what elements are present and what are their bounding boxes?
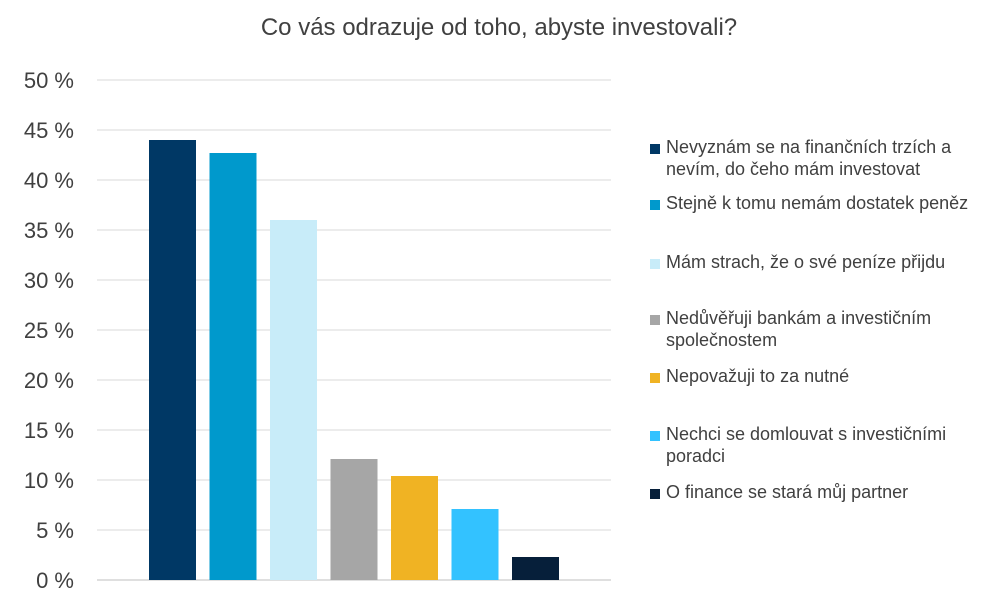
legend-swatch <box>650 200 660 210</box>
legend-label: Mám strach, že o své peníze přijdu <box>666 252 946 272</box>
y-tick-label: 30 % <box>24 268 74 293</box>
legend-label: Stejně k tomu nemám dostatek peněz <box>666 193 969 213</box>
y-tick-label: 10 % <box>24 468 74 493</box>
legend-item: O finance se stará můj partner <box>650 481 976 503</box>
legend-item: Nedůvěřuji bankám a investičním společno… <box>650 307 976 351</box>
bar <box>149 140 196 580</box>
legend-label: Nepovažuji to za nutné <box>666 366 850 386</box>
legend-label: O finance se stará můj partner <box>666 482 909 502</box>
legend-item: Stejně k tomu nemám dostatek peněz <box>650 192 976 214</box>
bar <box>330 459 378 580</box>
y-tick-label: 25 % <box>24 318 74 343</box>
legend-label: Nevyznám se na finančních trzích a nevím… <box>666 137 952 179</box>
legend-swatch <box>650 373 660 383</box>
bar <box>270 220 317 580</box>
legend-label: Nechci se domlouvat s investičními porad… <box>666 424 947 466</box>
legend-item: Nevyznám se na finančních trzích a nevím… <box>650 136 976 180</box>
legend-item: Nechci se domlouvat s investičními porad… <box>650 423 976 467</box>
bar <box>451 509 499 580</box>
y-tick-label: 5 % <box>36 518 74 543</box>
y-tick-label: 40 % <box>24 168 74 193</box>
bar <box>209 153 257 580</box>
bars <box>149 140 559 580</box>
legend-swatch <box>650 144 660 154</box>
y-tick-label: 45 % <box>24 118 74 143</box>
bar <box>391 476 438 580</box>
legend-swatch <box>650 489 660 499</box>
y-tick-label: 35 % <box>24 218 74 243</box>
y-tick-label: 0 % <box>36 568 74 593</box>
legend-label: Nedůvěřuji bankám a investičním společno… <box>666 308 932 350</box>
chart-title: Co vás odrazuje od toho, abyste investov… <box>260 14 738 41</box>
legend-swatch <box>650 431 660 441</box>
y-tick-label: 50 % <box>24 68 74 93</box>
bar <box>512 557 559 580</box>
legend-swatch <box>650 259 660 269</box>
legend-item: Nepovažuji to za nutné <box>650 365 976 387</box>
y-tick-label: 20 % <box>24 368 74 393</box>
y-tick-label: 15 % <box>24 418 74 443</box>
legend-swatch <box>650 315 660 325</box>
y-axis-tick-labels: 0 % 5 % 10 % 15 % 20 % 25 % 30 % 35 % 40 % 45 % 50… <box>24 68 74 593</box>
legend-item: Mám strach, že o své peníze přijdu <box>650 251 976 273</box>
